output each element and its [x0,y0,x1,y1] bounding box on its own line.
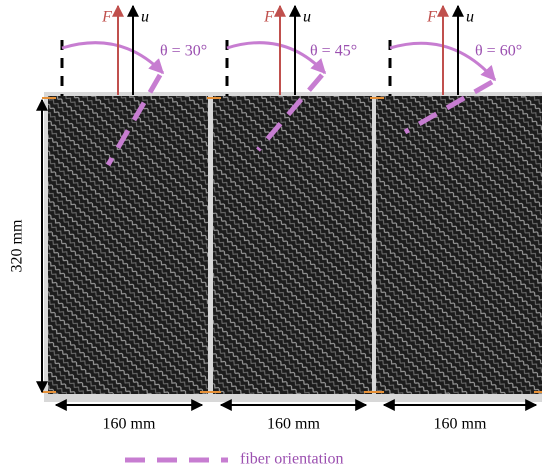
angle-label: θ = 30° [160,43,207,60]
specimen [213,96,372,394]
force-label: F [101,9,112,26]
angle-arc [62,43,163,73]
angle-label: θ = 60° [475,43,522,60]
height-label: 320 mm [9,219,26,272]
specimen [376,96,542,394]
width-label: 160 mm [103,416,156,433]
displacement-label: u [466,9,474,26]
displacement-label: u [303,9,311,26]
specimen [48,96,208,394]
width-label: 160 mm [267,416,320,433]
legend-label: fiber orientation [240,451,344,468]
angle-label: θ = 45° [310,43,357,60]
force-label: F [263,9,274,26]
displacement-label: u [141,9,149,26]
width-label: 160 mm [434,416,487,433]
figure: Fuθ = 30°160 mmFuθ = 45°160 mmFuθ = 60°1… [0,0,542,470]
force-label: F [426,9,437,26]
